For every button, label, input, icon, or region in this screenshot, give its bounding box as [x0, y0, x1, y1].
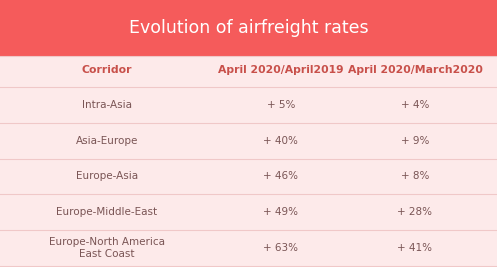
Text: + 28%: + 28%	[398, 207, 432, 217]
Text: + 8%: + 8%	[401, 171, 429, 182]
Text: Europe-Asia: Europe-Asia	[76, 171, 138, 182]
Text: Intra-Asia: Intra-Asia	[82, 100, 132, 110]
Text: Europe-Middle-East: Europe-Middle-East	[56, 207, 158, 217]
Text: + 46%: + 46%	[263, 171, 298, 182]
Text: + 49%: + 49%	[263, 207, 298, 217]
Text: + 4%: + 4%	[401, 100, 429, 110]
Text: April 2020/March2020: April 2020/March2020	[347, 65, 483, 75]
Text: Asia-Europe: Asia-Europe	[76, 136, 138, 146]
Text: Corridor: Corridor	[82, 65, 132, 75]
Text: + 9%: + 9%	[401, 136, 429, 146]
Text: + 63%: + 63%	[263, 243, 298, 253]
Text: + 5%: + 5%	[266, 100, 295, 110]
Text: + 40%: + 40%	[263, 136, 298, 146]
Text: + 41%: + 41%	[398, 243, 432, 253]
Text: Europe-North America
East Coast: Europe-North America East Coast	[49, 237, 165, 259]
Text: Evolution of airfreight rates: Evolution of airfreight rates	[129, 19, 368, 37]
Text: April 2020/April2019: April 2020/April2019	[218, 65, 343, 75]
Bar	[0, 0, 497, 56]
